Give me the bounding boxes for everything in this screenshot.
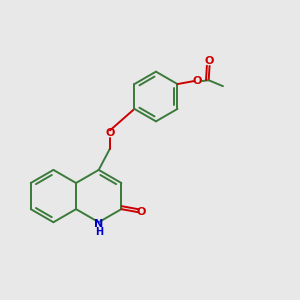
Text: O: O — [105, 128, 115, 138]
Text: H: H — [94, 227, 103, 237]
Text: O: O — [137, 207, 146, 217]
Text: O: O — [193, 76, 202, 86]
Text: N: N — [94, 219, 103, 229]
Text: O: O — [205, 56, 214, 67]
